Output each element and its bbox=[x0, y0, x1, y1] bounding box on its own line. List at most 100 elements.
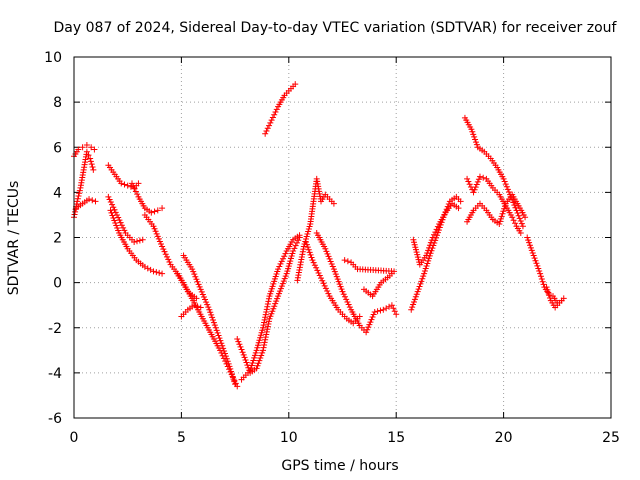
data-point-interp bbox=[510, 199, 517, 206]
data-point-interp bbox=[303, 241, 310, 248]
data-point-interp bbox=[415, 286, 422, 293]
data-point-interp bbox=[257, 332, 264, 339]
data-point bbox=[455, 205, 462, 212]
data-point-interp bbox=[261, 339, 268, 346]
data-point-interp bbox=[425, 255, 432, 262]
data-point-interp bbox=[151, 225, 158, 232]
data-point-interp bbox=[89, 163, 96, 170]
data-point-interp bbox=[497, 218, 504, 225]
data-point bbox=[253, 365, 260, 372]
data-point bbox=[339, 288, 346, 295]
data-point-interp bbox=[243, 359, 250, 366]
data-point-interp bbox=[238, 346, 245, 353]
data-point-interp bbox=[281, 275, 288, 282]
data-point-interp bbox=[497, 215, 504, 222]
data-point-interp bbox=[269, 308, 276, 315]
data-point-interp bbox=[537, 273, 544, 280]
data-point-interp bbox=[316, 272, 323, 279]
data-point bbox=[517, 229, 524, 236]
y-tick-label: 4 bbox=[53, 185, 62, 201]
data-point-interp bbox=[263, 328, 270, 335]
data-point bbox=[86, 196, 93, 203]
data-point-interp bbox=[538, 276, 545, 283]
data-point-interp bbox=[326, 255, 333, 262]
data-point-interp bbox=[525, 237, 532, 244]
data-point-interp bbox=[308, 254, 315, 261]
data-point-interp bbox=[265, 295, 272, 302]
data-point bbox=[371, 308, 378, 315]
x-tick-label: 15 bbox=[387, 430, 405, 446]
data-point bbox=[232, 381, 239, 388]
data-point-interp bbox=[285, 265, 292, 272]
data-point-interp bbox=[279, 255, 286, 262]
data-point-interp bbox=[305, 246, 312, 253]
data-point-interp bbox=[231, 378, 238, 385]
data-point-interp bbox=[285, 263, 292, 270]
data-point-interp bbox=[499, 210, 506, 217]
data-point-interp bbox=[536, 268, 543, 275]
data-point bbox=[464, 175, 471, 182]
data-point-interp bbox=[501, 178, 508, 185]
data-point-interp bbox=[344, 298, 351, 305]
data-point-interp bbox=[314, 267, 321, 274]
data-point bbox=[496, 220, 503, 227]
data-point-interp bbox=[210, 319, 217, 326]
data-point-interp bbox=[265, 298, 272, 305]
data-point-interp bbox=[214, 329, 221, 336]
data-point-interp bbox=[475, 176, 482, 183]
data-point-interp bbox=[134, 191, 141, 198]
data-point-interp bbox=[304, 244, 311, 251]
data-point-interp bbox=[230, 376, 237, 383]
data-point bbox=[380, 306, 387, 313]
data-point-interp bbox=[271, 111, 278, 118]
data-point-interp bbox=[88, 161, 95, 168]
data-point-interp bbox=[269, 114, 276, 121]
data-point bbox=[524, 234, 531, 241]
data-point-interp bbox=[227, 365, 234, 372]
data-point-interp bbox=[163, 253, 170, 260]
data-point bbox=[217, 347, 224, 354]
data-point-interp bbox=[432, 229, 439, 236]
data-point-interp bbox=[194, 303, 201, 310]
data-point-interp bbox=[302, 238, 309, 245]
data-point-interp bbox=[480, 174, 487, 181]
data-point-interp bbox=[258, 352, 265, 359]
data-point bbox=[429, 234, 436, 241]
data-point-interp bbox=[471, 186, 478, 193]
data-point bbox=[197, 304, 204, 311]
data-point-interp bbox=[111, 217, 118, 224]
data-point-interp bbox=[239, 349, 246, 356]
data-point-interp bbox=[121, 227, 128, 234]
data-point-interp bbox=[115, 227, 122, 234]
y-axis-label: SDTVAR / TECUs bbox=[6, 181, 22, 296]
x-tick-label: 25 bbox=[602, 430, 620, 446]
data-point-interp bbox=[345, 301, 352, 308]
data-point-interp bbox=[305, 228, 312, 235]
data-point-interp bbox=[264, 301, 271, 308]
data-point-interp bbox=[218, 340, 225, 347]
data-point-interp bbox=[509, 196, 516, 203]
data-point-interp bbox=[531, 255, 538, 262]
data-point-interp bbox=[118, 222, 125, 229]
data-point-interp bbox=[291, 245, 298, 252]
data-point-interp bbox=[504, 186, 511, 193]
data-point-interp bbox=[331, 268, 338, 275]
data-point bbox=[118, 180, 125, 187]
data-point-interp bbox=[310, 259, 317, 266]
data-point bbox=[159, 205, 166, 212]
data-point-interp bbox=[116, 217, 123, 224]
data-point-interp bbox=[526, 242, 533, 249]
data-point-interp bbox=[194, 278, 201, 285]
data-point-interp bbox=[262, 311, 269, 318]
data-point bbox=[393, 311, 400, 318]
data-point bbox=[260, 324, 267, 331]
data-point bbox=[262, 130, 269, 137]
data-point-interp bbox=[471, 133, 478, 140]
data-point-interp bbox=[255, 360, 262, 367]
data-point-interp bbox=[292, 242, 299, 249]
data-point bbox=[296, 232, 303, 239]
data-point-interp bbox=[263, 331, 270, 338]
data-point-interp bbox=[466, 181, 473, 188]
data-point-interp bbox=[160, 246, 167, 253]
data-point-interp bbox=[367, 319, 374, 326]
